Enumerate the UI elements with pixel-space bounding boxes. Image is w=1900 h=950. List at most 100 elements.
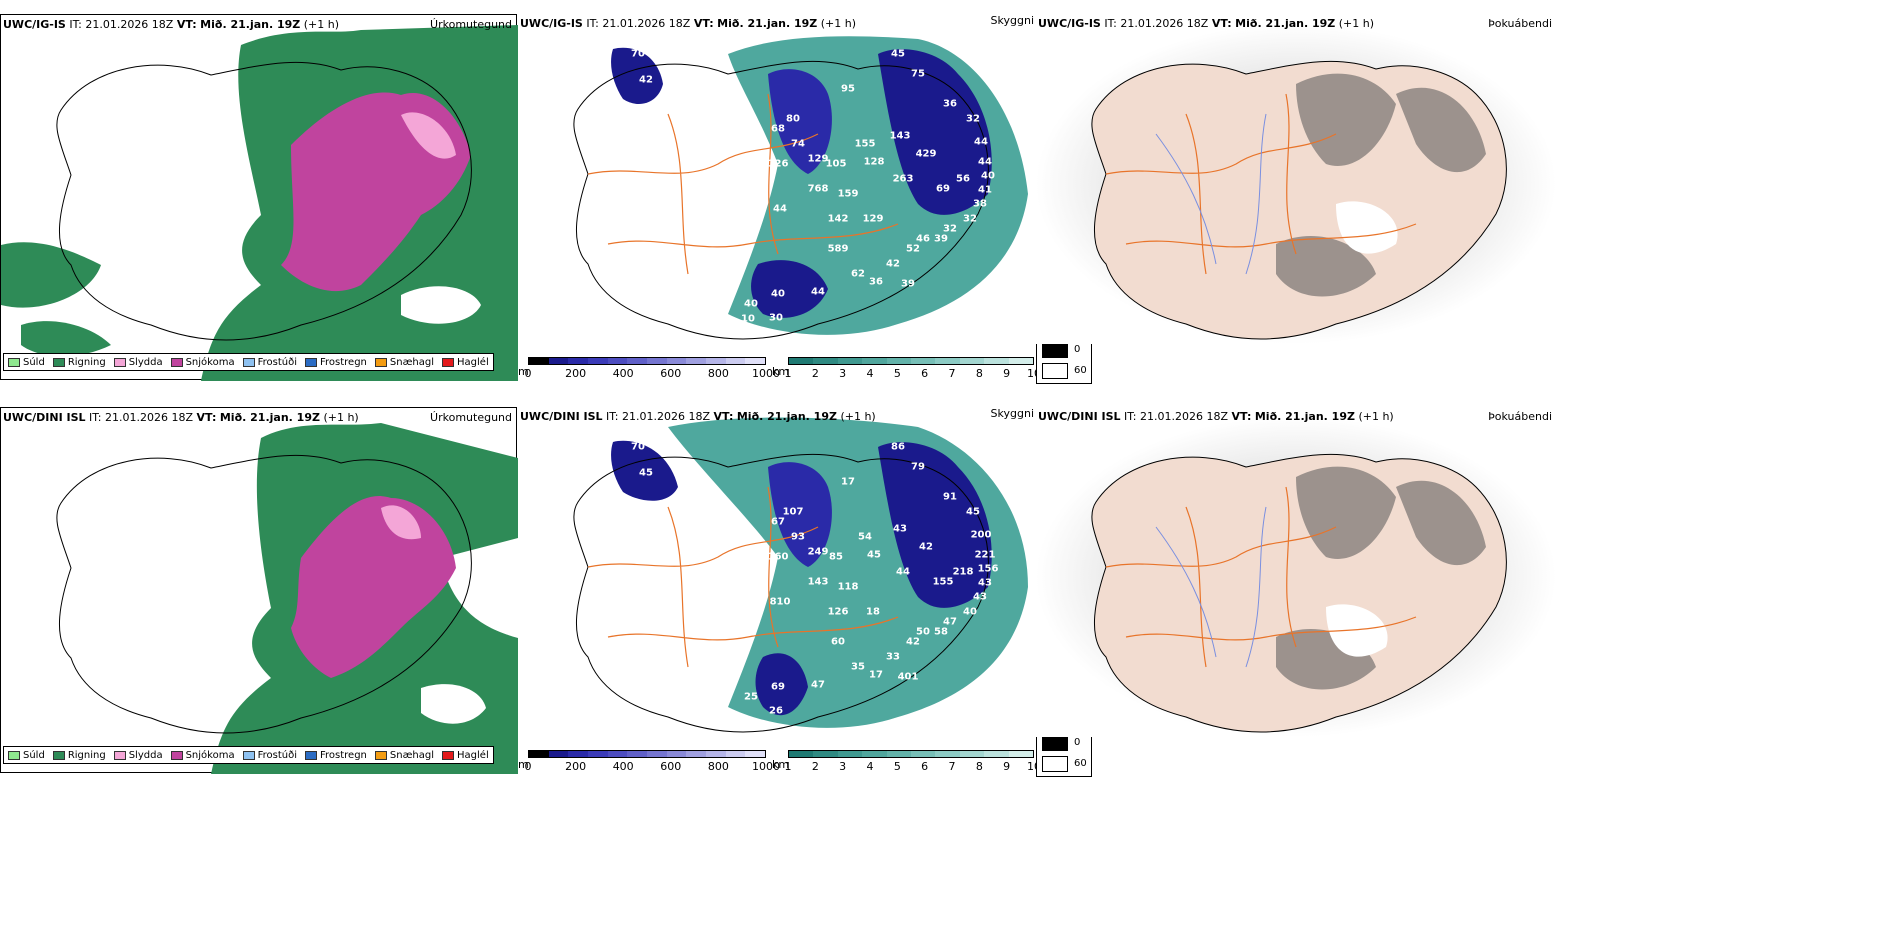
cloud-base-label: 70 [631, 48, 645, 60]
colorbar-cells [528, 357, 766, 365]
colorbar-cell [886, 751, 912, 757]
rain-area-sw [21, 321, 111, 357]
legend-label: Haglél [457, 749, 489, 761]
fog-label: 0 [1074, 344, 1081, 355]
it-value: 21.01.2026 18Z [85, 18, 174, 31]
cloud-base-label: 401 [897, 671, 919, 683]
it-label: IT: [1104, 17, 1117, 30]
cloud-base-label: 74 [791, 138, 805, 150]
cloud-base-label: 143 [889, 130, 911, 142]
it-value: 21.01.2026 18Z [1140, 410, 1229, 423]
colorbar-tick: 7 [948, 367, 956, 380]
no-precip-area-se [421, 684, 486, 724]
cloud-base-label: 38 [973, 198, 987, 210]
it-label: IT: [1124, 410, 1137, 423]
colorbar-tick: 800 [707, 760, 729, 773]
legend-swatch [305, 357, 317, 367]
colorbar-cell [813, 358, 838, 364]
cloud-base-label: 45 [639, 467, 653, 479]
fog-swatch-black [1042, 342, 1068, 358]
vt-value: Mið. 21.jan. 19Z [1254, 410, 1355, 423]
legend-swatch [170, 750, 183, 760]
legend-label: Snjókoma [185, 356, 235, 368]
colorbar-cell [666, 358, 687, 364]
cloud-base-label: 35 [851, 661, 865, 673]
cloud-base-label: 107 [782, 506, 804, 518]
colorbar-cell [686, 751, 707, 757]
sleet-area [401, 112, 456, 159]
cloud-base-label: 52 [906, 243, 920, 255]
rain-area-west [1, 242, 101, 308]
colorbar-tick: 0 [524, 760, 532, 773]
legend-label: Haglél [457, 356, 489, 368]
model-name: UWC/DINI ISL [520, 410, 603, 423]
it-label: IT: [89, 411, 102, 424]
cloud-base-label: 85 [829, 551, 843, 563]
precip-type-svg-2 [56, 423, 518, 774]
cloud-base-label: 810 [769, 596, 791, 608]
legend-item: Slydda [113, 357, 163, 368]
cloud-base-label: 25 [744, 691, 758, 703]
it-value: 21.01.2026 18Z [1120, 17, 1209, 30]
cloud-base-label: 218 [952, 566, 974, 578]
legend-item: Súld [8, 750, 45, 761]
no-precip-area [401, 286, 481, 324]
colorbar-cell [789, 751, 814, 757]
cloud-base-label: 126 [767, 158, 789, 170]
colorbar-tick: 6 [921, 760, 929, 773]
cloud-base-label: 768 [807, 183, 829, 195]
cloud-base-label: 286 [727, 198, 749, 210]
cloud-base-label: 25 [681, 278, 695, 290]
colorbar-cell [813, 751, 838, 757]
cloud-base-label: 128 [863, 156, 885, 168]
colorbar-cell [706, 358, 726, 364]
cloud-base-label: 95 [841, 83, 855, 95]
cloud-base-area-n [768, 462, 832, 567]
roads [1105, 93, 1417, 275]
fog-svg-1 [1036, 24, 1556, 344]
vt-value: Mið. 21.jan. 19Z [736, 410, 837, 423]
colorbar-tick: 8 [975, 760, 983, 773]
cloud-base-label: 40 [981, 170, 995, 182]
colorbar-tick: 200 [565, 760, 587, 773]
cloud-base-label: 44 [773, 203, 787, 215]
cloud-base-label: 129 [862, 213, 884, 225]
colorbar-cell [725, 358, 746, 364]
cloud-base-label: 429 [915, 148, 937, 160]
visibility-unit: km [772, 365, 790, 378]
land-area [1091, 453, 1507, 733]
panel-title: Úrkomutegund [430, 18, 512, 31]
vt-value: Mið. 21.jan. 19Z [219, 411, 320, 424]
vt-label: VT: [1211, 17, 1232, 30]
cloud-base-label: 30 [769, 312, 783, 324]
colorbar-cell [627, 751, 648, 757]
cloud-base-label: 126 [827, 606, 849, 618]
colorbar-cell [837, 751, 863, 757]
cloud-base-label: 44 [978, 156, 992, 168]
colorbar-cell [568, 751, 589, 757]
vt-label: VT: [176, 18, 197, 31]
legend-swatch [113, 357, 126, 367]
cloud-base-label: 32 [943, 223, 957, 235]
cloud-base-label: 118 [837, 581, 859, 593]
lead-time: (+1 h) [820, 17, 857, 30]
cloud-base-label: 39 [934, 233, 948, 245]
cloud-base-label: 17 [869, 669, 883, 681]
cloud-visibility-svg-2 [573, 417, 1028, 733]
visibility-colorbar: 1 2 3 4 5 6 7 8 9 10 [785, 357, 1041, 380]
colorbar-cell [607, 358, 628, 364]
cloud-base-label: 200 [970, 529, 992, 541]
colorbar-cell [548, 358, 569, 364]
colorbar-tick: 4 [866, 760, 874, 773]
legend-label: Snæhagl [389, 749, 435, 761]
legend-item: Frostregn [305, 357, 367, 368]
legend-label: Slydda [128, 749, 163, 761]
fog-label: 60 [1074, 365, 1087, 376]
coastline [573, 60, 989, 340]
fog-indicator-map-1: UWC/IG-IS IT: 21.01.2026 18Z VT: Mið. 21… [1036, 14, 1556, 344]
cloud-base-label: 32 [966, 113, 980, 125]
colorbar-cell [686, 358, 707, 364]
colorbar-tick: 9 [1003, 367, 1011, 380]
cloud-base-colorbar: 0 200 400 600 800 1000 [525, 357, 780, 380]
rivers [1155, 113, 1267, 275]
